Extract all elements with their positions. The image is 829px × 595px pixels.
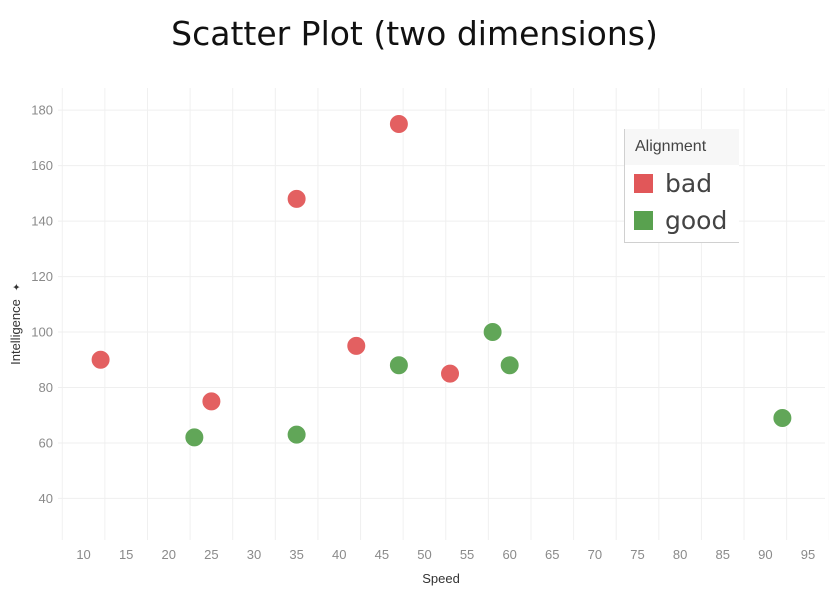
y-tick-label: 180 xyxy=(31,103,53,118)
x-tick-label: 15 xyxy=(119,547,133,562)
x-axis-label: Speed xyxy=(422,571,460,586)
x-tick-label: 35 xyxy=(289,547,303,562)
legend-item-good[interactable]: good xyxy=(625,202,739,239)
y-tick-label: 120 xyxy=(31,269,53,284)
data-points xyxy=(90,114,793,448)
data-point-good[interactable] xyxy=(499,355,520,376)
x-tick-label: 90 xyxy=(758,547,772,562)
legend: Alignment bad good xyxy=(624,129,739,243)
y-tick-label: 140 xyxy=(31,214,53,229)
x-tick-label: 10 xyxy=(76,547,90,562)
x-tick-label: 75 xyxy=(630,547,644,562)
x-tick-label: 70 xyxy=(588,547,602,562)
x-tick-label: 95 xyxy=(801,547,815,562)
y-tick-label: 80 xyxy=(39,380,53,395)
data-point-bad[interactable] xyxy=(286,188,307,209)
tick-labels: 10 15 20 25 30 35 40 45 50 55 60 65 70 75 80 85 90 95 40 60… xyxy=(31,103,815,562)
legend-label-good: good xyxy=(665,206,728,235)
data-point-good[interactable] xyxy=(184,427,205,448)
legend-title: Alignment xyxy=(625,129,739,165)
y-tick-label: 60 xyxy=(39,435,53,450)
x-tick-label: 50 xyxy=(417,547,431,562)
y-axis-label: Intelligence xyxy=(8,299,23,365)
data-point-bad[interactable] xyxy=(388,114,409,135)
x-tick-label: 20 xyxy=(162,547,176,562)
grid xyxy=(58,88,829,540)
legend-swatch-good xyxy=(634,211,653,230)
data-point-bad[interactable] xyxy=(440,363,461,384)
y-tick-label: 100 xyxy=(31,325,53,340)
data-point-bad[interactable] xyxy=(346,335,367,356)
y-axis-marker-icon: ✦ xyxy=(12,283,23,291)
x-tick-label: 55 xyxy=(460,547,474,562)
data-point-bad[interactable] xyxy=(201,391,222,412)
data-point-good[interactable] xyxy=(772,407,793,428)
data-point-bad[interactable] xyxy=(90,349,111,370)
x-tick-label: 40 xyxy=(332,547,346,562)
x-tick-label: 30 xyxy=(247,547,261,562)
legend-item-bad[interactable]: bad xyxy=(625,165,739,202)
data-point-good[interactable] xyxy=(286,424,307,445)
x-tick-label: 65 xyxy=(545,547,559,562)
legend-label-bad: bad xyxy=(665,169,713,198)
chart-title: Scatter Plot (two dimensions) xyxy=(171,14,658,53)
data-point-good[interactable] xyxy=(388,355,409,376)
x-tick-label: 25 xyxy=(204,547,218,562)
legend-swatch-bad xyxy=(634,174,653,193)
x-tick-label: 45 xyxy=(375,547,389,562)
y-tick-label: 160 xyxy=(31,158,53,173)
data-point-good[interactable] xyxy=(482,322,503,343)
x-tick-label: 60 xyxy=(502,547,516,562)
x-tick-label: 80 xyxy=(673,547,687,562)
x-tick-label: 85 xyxy=(715,547,729,562)
y-tick-label: 40 xyxy=(39,491,53,506)
